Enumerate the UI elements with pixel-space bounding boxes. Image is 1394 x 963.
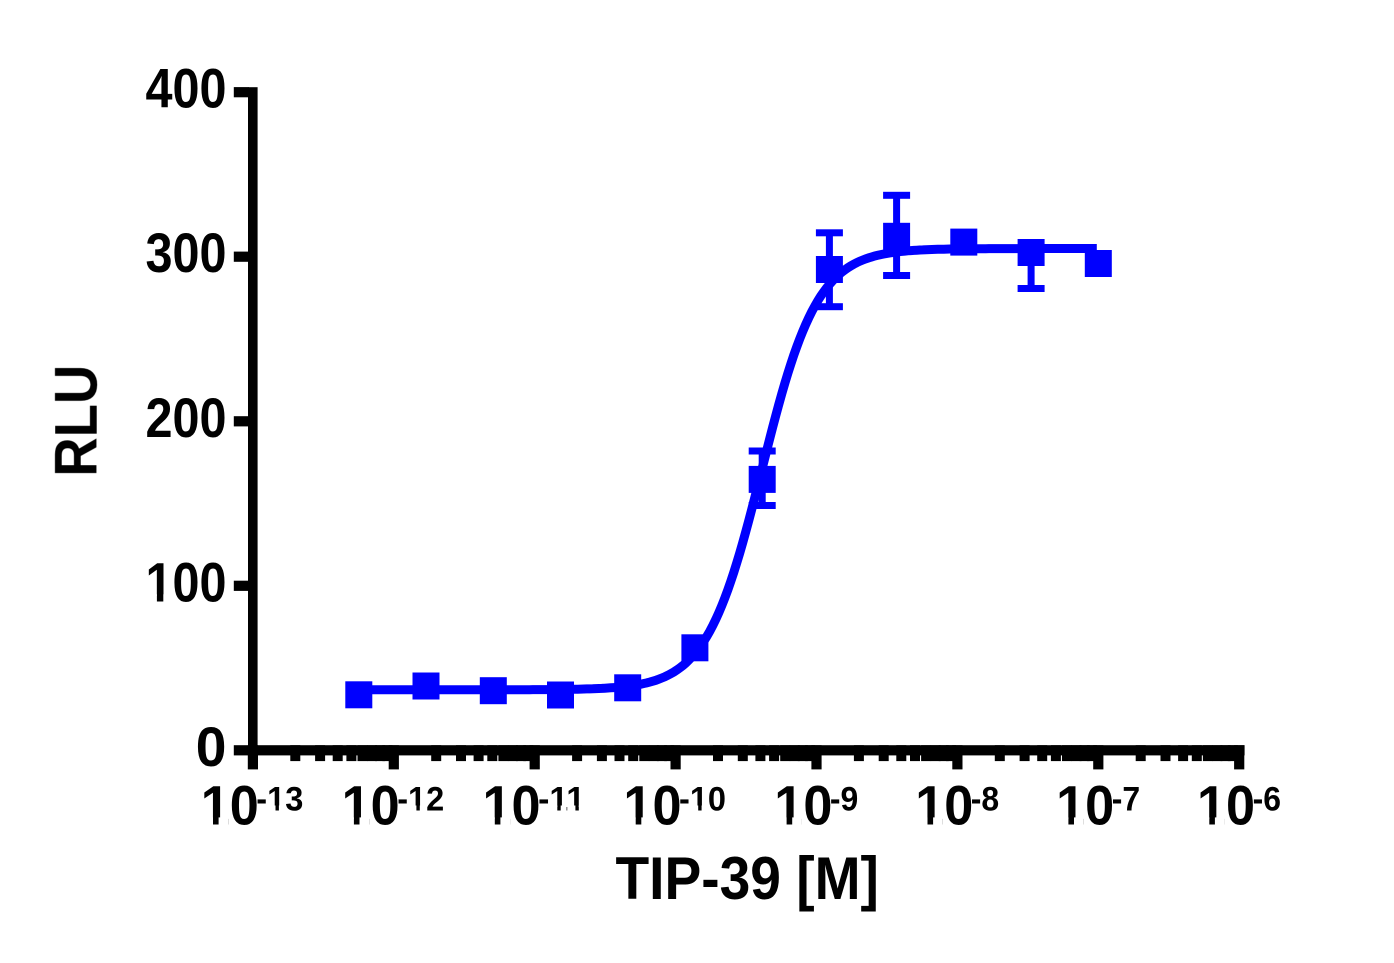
- svg-text:100: 100: [146, 551, 227, 613]
- svg-text:200: 200: [146, 387, 227, 449]
- svg-text:-11: -11: [538, 780, 585, 818]
- svg-text:RLU: RLU: [42, 365, 110, 477]
- svg-text:-12: -12: [397, 780, 444, 818]
- svg-text:10: 10: [1197, 774, 1255, 836]
- svg-text:-9: -9: [830, 780, 858, 818]
- svg-text:-7: -7: [1112, 780, 1140, 818]
- svg-text:-10: -10: [679, 780, 726, 818]
- svg-text:10: 10: [915, 774, 973, 836]
- svg-text:300: 300: [146, 222, 227, 284]
- svg-text:400: 400: [146, 58, 227, 120]
- svg-text:10: 10: [774, 774, 832, 836]
- svg-text:10: 10: [1056, 774, 1114, 836]
- svg-text:TIP-39 [M]: TIP-39 [M]: [616, 844, 879, 912]
- svg-text:-6: -6: [1253, 780, 1281, 818]
- svg-text:10: 10: [623, 774, 681, 836]
- svg-text:10: 10: [483, 774, 541, 836]
- svg-text:10: 10: [201, 774, 259, 836]
- svg-text:10: 10: [342, 774, 400, 836]
- svg-text:0: 0: [196, 716, 227, 778]
- svg-text:-13: -13: [256, 780, 303, 818]
- svg-text:-8: -8: [971, 780, 999, 818]
